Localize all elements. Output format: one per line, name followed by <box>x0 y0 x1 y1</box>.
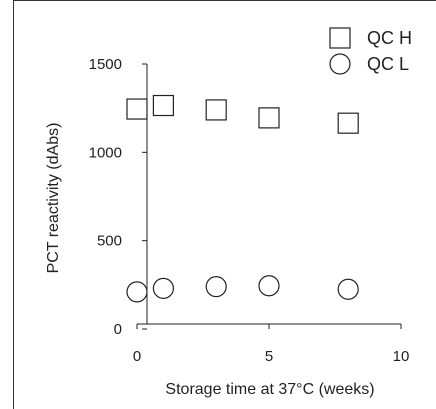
x-tick-label: 5 <box>265 348 273 365</box>
legend-marker-qc-l <box>329 53 351 75</box>
data-point-qc-l <box>152 277 174 299</box>
data-point-qc-l <box>205 276 227 298</box>
data-point-qc-l <box>337 278 359 300</box>
data-point-qc-l <box>258 275 280 297</box>
legend-marker-qc-h <box>329 27 351 49</box>
legend-label-qc-l: QC L <box>367 54 409 74</box>
data-point-qc-h <box>337 112 359 134</box>
y-tick-label: 1500 <box>89 56 122 73</box>
data-point-qc-h <box>152 94 174 117</box>
data-point-qc-h <box>126 98 148 120</box>
legend: QC H QC L <box>329 27 412 75</box>
y-tick-label: 1000 <box>89 144 122 161</box>
x-axis-title: Storage time at 37°C (weeks) <box>165 381 374 398</box>
data-point-qc-l <box>126 281 148 303</box>
legend-label-qc-h: QC H <box>367 28 412 48</box>
ticks: 0 500 1000 1500 0 5 10 <box>89 56 410 365</box>
y-tick-label: 0 <box>114 321 122 338</box>
x-tick-label: 10 <box>393 348 410 365</box>
y-axis-title: PCT reactivity (dAbs) <box>45 123 62 274</box>
y-tick-label: 500 <box>97 233 122 250</box>
data-marks <box>126 94 359 303</box>
x-tick-label: 0 <box>133 348 141 365</box>
data-point-qc-h <box>205 99 227 121</box>
data-point-qc-h <box>258 107 280 129</box>
